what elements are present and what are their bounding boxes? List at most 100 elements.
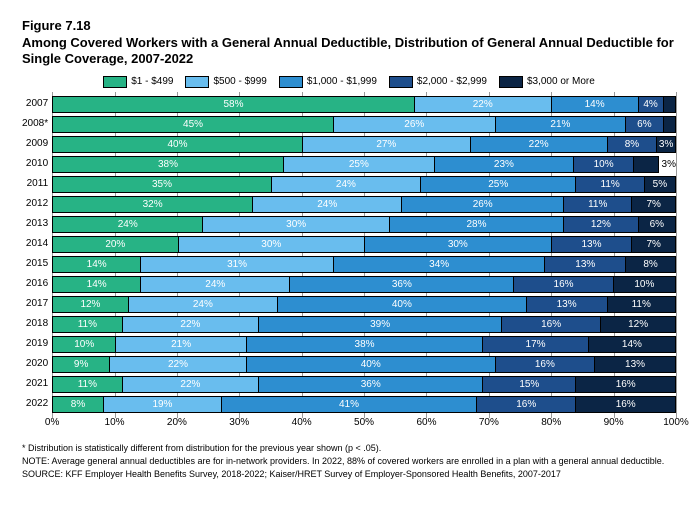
legend: $1 - $499$500 - $999$1,000 - $1,999$2,00… [22,76,676,88]
stacked-bar: 9%22%40%16%13% [52,356,676,373]
bar-segment: 21% [115,337,246,352]
stacked-bar: 14%31%34%13%8% [52,256,676,273]
bar-segment: 23% [434,157,573,172]
legend-item: $3,000 or More [499,76,595,88]
bar-segment: 25% [283,157,434,172]
x-tick: 50% [354,417,374,428]
bar-segment: 13% [544,257,625,272]
legend-swatch [103,76,127,88]
bar-segment: 16% [575,377,674,392]
bar-segment [633,157,657,172]
year-label: 2009 [22,134,48,154]
bar-row: 8%19%41%16%16% [52,395,676,415]
bar-segment: 8% [607,137,657,152]
bar-segment: 5% [644,177,675,192]
year-label: 2016 [22,274,48,294]
bar-row: 35%24%25%11%5% [52,175,676,195]
legend-item: $1 - $499 [103,76,173,88]
bar-segment: 6% [625,117,662,132]
bar-segment: 8% [625,257,675,272]
chart: 20072008*2009201020112012201320142015201… [22,94,676,435]
bar-segment: 16% [513,277,612,292]
bar-segment: 7% [631,237,675,252]
bar-segment: 10% [53,337,115,352]
bar-segment: 4% [638,97,663,112]
bar-segment: 14% [551,97,638,112]
bar-row: 58%22%14%4% [52,95,676,115]
bar-segment: 11% [53,317,121,332]
bar-segment: 20% [53,237,177,252]
y-axis-labels: 20072008*2009201020112012201320142015201… [22,94,52,435]
bar-segment: 36% [289,277,513,292]
bar-row: 11%22%39%16%12% [52,315,676,335]
bar-segment [663,97,675,112]
bar-segment: 8% [53,397,103,412]
bar-segment: 45% [53,117,333,132]
bar-row: 9%22%40%16%13% [52,355,676,375]
x-tick: 60% [416,417,436,428]
bar-segment: 36% [258,377,482,392]
bar-segment: 24% [128,297,277,312]
year-label: 2015 [22,254,48,274]
stacked-bar: 38%25%23%10% [52,156,658,173]
bar-row: 14%24%36%16%10% [52,275,676,295]
bar-segment: 41% [221,397,476,412]
stacked-bar: 45%26%21%6% [52,116,676,133]
bar-segment: 24% [271,177,420,192]
footnote-note: NOTE: Average general annual deductibles… [22,456,676,467]
legend-label: $3,000 or More [527,76,595,87]
legend-item: $2,000 - $2,999 [389,76,487,88]
bar-row: 32%24%26%11%7% [52,195,676,215]
year-label: 2019 [22,334,48,354]
bar-segment: 58% [53,97,414,112]
bar-row: 12%24%40%13%11% [52,295,676,315]
bar-segment: 40% [277,297,526,312]
bar-segment: 3% [656,137,675,152]
bar-segment: 16% [495,357,594,372]
bar-segment: 28% [389,217,563,232]
bar-segment: 26% [401,197,563,212]
figure-label: Figure 7.18 [22,18,676,33]
footnote-star: * Distribution is statistically differen… [22,443,676,454]
bar-segment: 11% [575,177,643,192]
bar-segment: 12% [563,217,638,232]
bar-segment: 7% [631,197,675,212]
bar-row: 24%30%28%12%6% [52,215,676,235]
bar-segment: 35% [53,177,271,192]
stacked-bar: 8%19%41%16%16% [52,396,676,413]
bar-segment: 17% [482,337,588,352]
bar-segment: 38% [53,157,283,172]
stacked-bar: 20%30%30%13%7% [52,236,676,253]
legend-label: $1 - $499 [131,76,173,87]
bar-segment: 27% [302,137,470,152]
bar-segment: 9% [53,357,109,372]
bar-segment: 13% [594,357,675,372]
bar-segment: 15% [482,377,575,392]
stacked-bar: 12%24%40%13%11% [52,296,676,313]
stacked-bar: 11%22%36%15%16% [52,376,676,393]
x-tick: 80% [541,417,561,428]
legend-swatch [185,76,209,88]
footnotes: * Distribution is statistically differen… [22,443,676,481]
x-tick: 40% [292,417,312,428]
bar-segment: 13% [551,237,632,252]
stacked-bar: 40%27%22%8%3% [52,136,676,153]
legend-label: $1,000 - $1,999 [307,76,377,87]
stacked-bar: 35%24%25%11%5% [52,176,676,193]
bar-segment: 30% [202,217,389,232]
bar-segment: 14% [53,257,140,272]
bar-segment: 12% [600,317,675,332]
x-tick: 100% [663,417,689,428]
bar-segment: 25% [420,177,575,192]
bar-segment: 21% [495,117,626,132]
stacked-bar: 10%21%38%17%14% [52,336,676,353]
bar-segment: 24% [252,197,401,212]
legend-label: $2,000 - $2,999 [417,76,487,87]
stacked-bar: 11%22%39%16%12% [52,316,676,333]
gridline [676,92,677,418]
bar-segment: 12% [53,297,128,312]
bar-segment: 30% [364,237,551,252]
bar-row: 11%22%36%15%16% [52,375,676,395]
bar-segment: 13% [526,297,607,312]
stacked-bar: 24%30%28%12%6% [52,216,676,233]
